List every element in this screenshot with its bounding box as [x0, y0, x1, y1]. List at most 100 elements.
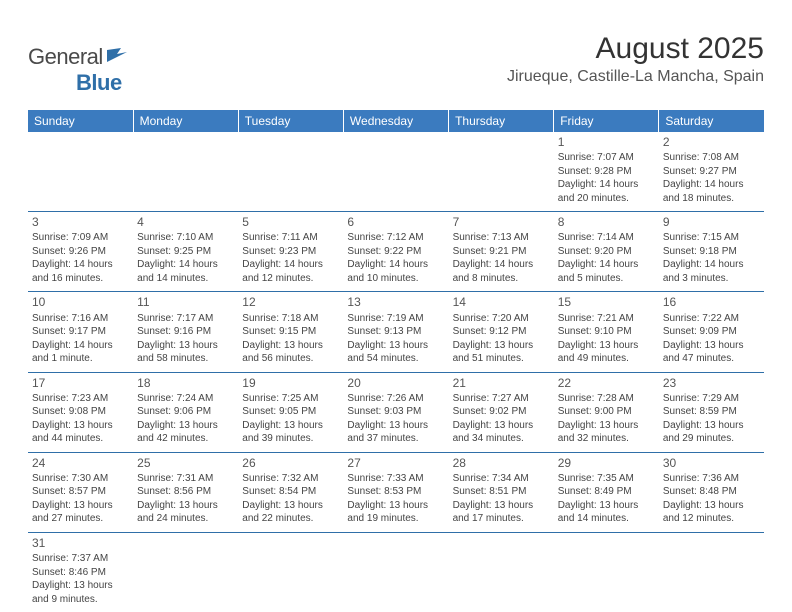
daylight-text: and 5 minutes.	[558, 272, 655, 286]
empty-cell	[343, 132, 448, 212]
daylight-text: Daylight: 14 hours	[558, 178, 655, 192]
sunrise-text: Sunrise: 7:33 AM	[347, 472, 444, 486]
day-number: 6	[347, 214, 444, 230]
sunset-text: Sunset: 9:27 PM	[663, 165, 760, 179]
daylight-text: Daylight: 13 hours	[242, 499, 339, 513]
daylight-text: Daylight: 13 hours	[558, 419, 655, 433]
week-row: 31Sunrise: 7:37 AMSunset: 8:46 PMDayligh…	[28, 532, 764, 612]
day-cell: 28Sunrise: 7:34 AMSunset: 8:51 PMDayligh…	[449, 452, 554, 532]
sunrise-text: Sunrise: 7:17 AM	[137, 312, 234, 326]
daylight-text: and 34 minutes.	[453, 432, 550, 446]
calendar-body: 1Sunrise: 7:07 AMSunset: 9:28 PMDaylight…	[28, 132, 764, 612]
daylight-text: and 24 minutes.	[137, 512, 234, 526]
sunrise-text: Sunrise: 7:13 AM	[453, 231, 550, 245]
sunrise-text: Sunrise: 7:20 AM	[453, 312, 550, 326]
day-number: 5	[242, 214, 339, 230]
daylight-text: and 54 minutes.	[347, 352, 444, 366]
day-cell: 21Sunrise: 7:27 AMSunset: 9:02 PMDayligh…	[449, 372, 554, 452]
sunset-text: Sunset: 9:09 PM	[663, 325, 760, 339]
sunrise-text: Sunrise: 7:28 AM	[558, 392, 655, 406]
sunrise-text: Sunrise: 7:23 AM	[32, 392, 129, 406]
daylight-text: Daylight: 13 hours	[558, 339, 655, 353]
day-number: 26	[242, 455, 339, 471]
sunrise-text: Sunrise: 7:36 AM	[663, 472, 760, 486]
daylight-text: Daylight: 13 hours	[663, 419, 760, 433]
daylight-text: and 3 minutes.	[663, 272, 760, 286]
empty-cell	[238, 532, 343, 612]
day-number: 18	[137, 375, 234, 391]
sunrise-text: Sunrise: 7:30 AM	[32, 472, 129, 486]
daylight-text: and 8 minutes.	[453, 272, 550, 286]
day-number: 28	[453, 455, 550, 471]
day-cell: 7Sunrise: 7:13 AMSunset: 9:21 PMDaylight…	[449, 212, 554, 292]
daylight-text: and 58 minutes.	[137, 352, 234, 366]
daylight-text: and 47 minutes.	[663, 352, 760, 366]
daylight-text: Daylight: 13 hours	[663, 339, 760, 353]
day-cell: 15Sunrise: 7:21 AMSunset: 9:10 PMDayligh…	[554, 292, 659, 372]
empty-cell	[133, 532, 238, 612]
sunrise-text: Sunrise: 7:15 AM	[663, 231, 760, 245]
sunset-text: Sunset: 8:53 PM	[347, 485, 444, 499]
dow-monday: Monday	[133, 110, 238, 132]
sunset-text: Sunset: 9:08 PM	[32, 405, 129, 419]
sunrise-text: Sunrise: 7:26 AM	[347, 392, 444, 406]
header-row: General Blue August 2025 Jirueque, Casti…	[28, 32, 764, 96]
brand-logo: General Blue	[28, 44, 129, 96]
sunset-text: Sunset: 8:46 PM	[32, 566, 129, 580]
day-cell: 13Sunrise: 7:19 AMSunset: 9:13 PMDayligh…	[343, 292, 448, 372]
day-cell: 29Sunrise: 7:35 AMSunset: 8:49 PMDayligh…	[554, 452, 659, 532]
day-cell: 11Sunrise: 7:17 AMSunset: 9:16 PMDayligh…	[133, 292, 238, 372]
sunset-text: Sunset: 9:23 PM	[242, 245, 339, 259]
sunrise-text: Sunrise: 7:31 AM	[137, 472, 234, 486]
daylight-text: Daylight: 13 hours	[558, 499, 655, 513]
daylight-text: and 17 minutes.	[453, 512, 550, 526]
daylight-text: and 44 minutes.	[32, 432, 129, 446]
sunset-text: Sunset: 8:48 PM	[663, 485, 760, 499]
day-cell: 10Sunrise: 7:16 AMSunset: 9:17 PMDayligh…	[28, 292, 133, 372]
day-cell: 9Sunrise: 7:15 AMSunset: 9:18 PMDaylight…	[659, 212, 764, 292]
daylight-text: Daylight: 13 hours	[663, 499, 760, 513]
location-subtitle: Jirueque, Castille-La Mancha, Spain	[507, 68, 764, 86]
daylight-text: Daylight: 14 hours	[137, 258, 234, 272]
day-number: 12	[242, 294, 339, 310]
day-cell: 2Sunrise: 7:08 AMSunset: 9:27 PMDaylight…	[659, 132, 764, 212]
sunset-text: Sunset: 9:05 PM	[242, 405, 339, 419]
dow-wednesday: Wednesday	[343, 110, 448, 132]
sunset-text: Sunset: 8:51 PM	[453, 485, 550, 499]
daylight-text: Daylight: 13 hours	[453, 339, 550, 353]
day-cell: 4Sunrise: 7:10 AMSunset: 9:25 PMDaylight…	[133, 212, 238, 292]
sunset-text: Sunset: 9:20 PM	[558, 245, 655, 259]
day-number: 24	[32, 455, 129, 471]
daylight-text: and 37 minutes.	[347, 432, 444, 446]
sunrise-text: Sunrise: 7:34 AM	[453, 472, 550, 486]
sunrise-text: Sunrise: 7:14 AM	[558, 231, 655, 245]
day-number: 13	[347, 294, 444, 310]
daylight-text: and 39 minutes.	[242, 432, 339, 446]
daylight-text: Daylight: 13 hours	[347, 339, 444, 353]
daylight-text: and 12 minutes.	[663, 512, 760, 526]
daylight-text: Daylight: 14 hours	[663, 178, 760, 192]
daylight-text: Daylight: 13 hours	[32, 419, 129, 433]
day-number: 2	[663, 134, 760, 150]
sunset-text: Sunset: 9:16 PM	[137, 325, 234, 339]
day-number: 17	[32, 375, 129, 391]
day-number: 14	[453, 294, 550, 310]
daylight-text: Daylight: 13 hours	[453, 419, 550, 433]
daylight-text: and 14 minutes.	[137, 272, 234, 286]
daylight-text: and 20 minutes.	[558, 192, 655, 206]
sunrise-text: Sunrise: 7:35 AM	[558, 472, 655, 486]
empty-cell	[449, 532, 554, 612]
logo-word1: General	[28, 44, 103, 69]
day-cell: 3Sunrise: 7:09 AMSunset: 9:26 PMDaylight…	[28, 212, 133, 292]
sunset-text: Sunset: 8:57 PM	[32, 485, 129, 499]
empty-cell	[133, 132, 238, 212]
day-number: 15	[558, 294, 655, 310]
daylight-text: and 18 minutes.	[663, 192, 760, 206]
sunrise-text: Sunrise: 7:18 AM	[242, 312, 339, 326]
sunset-text: Sunset: 9:26 PM	[32, 245, 129, 259]
day-number: 4	[137, 214, 234, 230]
daylight-text: Daylight: 14 hours	[453, 258, 550, 272]
sunset-text: Sunset: 9:10 PM	[558, 325, 655, 339]
page-title: August 2025	[507, 32, 764, 66]
sunset-text: Sunset: 9:28 PM	[558, 165, 655, 179]
